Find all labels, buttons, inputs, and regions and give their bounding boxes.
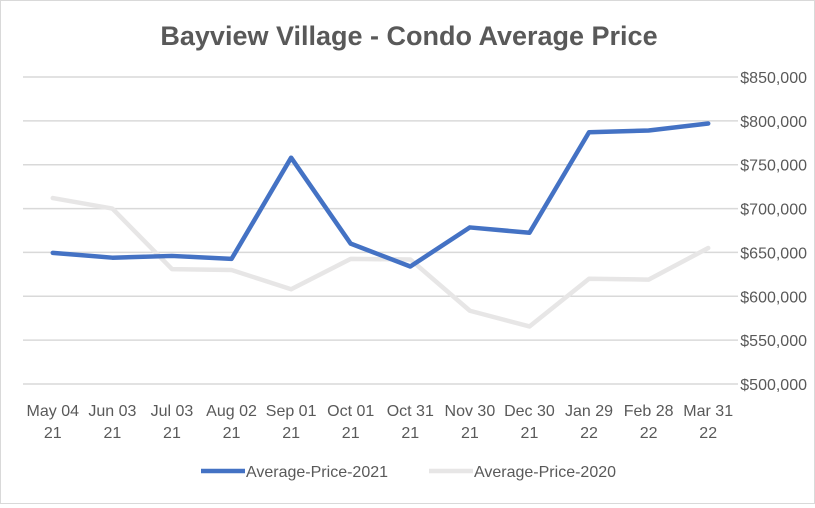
- y-tick-label: $850,000: [740, 70, 807, 87]
- x-tick-label: Dec 30: [504, 403, 555, 420]
- x-tick-label-year: 22: [699, 425, 717, 442]
- x-tick-label: Jun 03: [88, 403, 136, 420]
- y-tick-label: $650,000: [740, 245, 807, 262]
- x-tick-label-year: 21: [103, 425, 121, 442]
- x-tick-label: Jan 29: [565, 403, 613, 420]
- x-tick-label-year: 22: [580, 425, 598, 442]
- x-tick-label-year: 21: [461, 425, 479, 442]
- y-tick-label: $750,000: [740, 158, 807, 175]
- y-tick-label: $550,000: [740, 333, 807, 350]
- x-tick-label: Nov 30: [445, 403, 496, 420]
- x-tick-label-year: 22: [640, 425, 658, 442]
- series-line-average-price-2021: [50, 121, 711, 269]
- y-tick-label: $500,000: [740, 377, 807, 394]
- x-tick-label: Aug 02: [206, 403, 257, 420]
- x-tick-label: Feb 28: [624, 403, 674, 420]
- chart-title: Bayview Village - Condo Average Price: [160, 21, 657, 51]
- x-tick-label: Oct 31: [387, 403, 434, 420]
- y-tick-label: $800,000: [740, 114, 807, 131]
- x-tick-label-year: 21: [401, 425, 419, 442]
- x-tick-label-year: 21: [163, 425, 181, 442]
- x-tick-label-year: 21: [342, 425, 360, 442]
- legend-label: Average-Price-2020: [474, 464, 616, 481]
- series-line-average-price-2020: [50, 195, 711, 329]
- x-tick-label-year: 21: [44, 425, 62, 442]
- x-tick-label-year: 21: [282, 425, 300, 442]
- y-tick-label: $700,000: [740, 202, 807, 219]
- x-tick-label: Mar 31: [683, 403, 733, 420]
- x-tick-label-year: 21: [223, 425, 241, 442]
- x-tick-label-year: 21: [521, 425, 539, 442]
- legend-label: Average-Price-2021: [246, 464, 388, 481]
- x-tick-label: May 04: [27, 403, 80, 420]
- x-tick-label: Jul 03: [151, 403, 194, 420]
- x-tick-label: Sep 01: [266, 403, 317, 420]
- x-tick-label: Oct 01: [327, 403, 374, 420]
- y-tick-label: $600,000: [740, 289, 807, 306]
